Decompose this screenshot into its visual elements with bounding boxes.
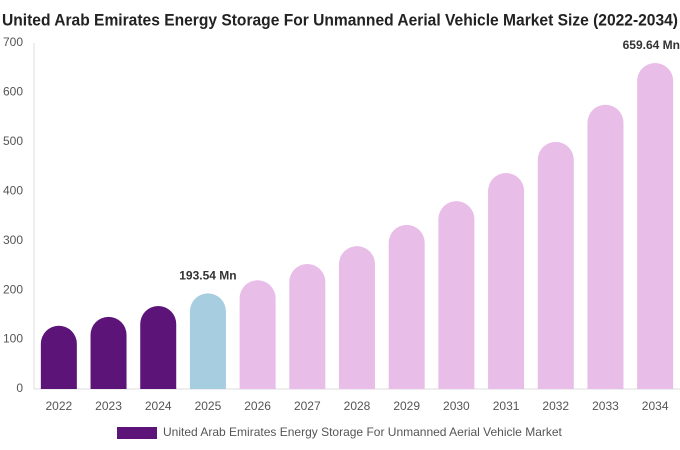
x-tick-label: 2028 [344, 399, 371, 413]
y-tick-label: 300 [3, 233, 23, 247]
y-tick-label: 500 [3, 134, 23, 148]
bar [90, 316, 127, 389]
legend-label: United Arab Emirates Energy Storage For … [163, 425, 563, 439]
bar [239, 280, 276, 389]
value-label: 193.54 Mn [179, 269, 236, 283]
x-tick-label: 2022 [45, 399, 72, 413]
bar [438, 201, 475, 389]
x-tick-label: 2030 [443, 399, 470, 413]
x-tick-label: 2025 [195, 399, 222, 413]
y-tick-label: 200 [3, 282, 23, 296]
bar [537, 141, 574, 389]
bar [587, 104, 624, 390]
x-tick-label: 2029 [393, 399, 420, 413]
x-tick-label: 2026 [244, 399, 271, 413]
value-label: 659.64 Mn [623, 38, 680, 52]
x-tick-label: 2027 [294, 399, 321, 413]
bar [140, 305, 177, 389]
y-tick-label: 600 [3, 85, 23, 99]
bar [388, 224, 425, 389]
legend-swatch [117, 427, 157, 439]
x-tick-label: 2023 [95, 399, 122, 413]
bar [289, 263, 326, 389]
x-tick-label: 2033 [592, 399, 619, 413]
x-tick-label: 2024 [145, 399, 172, 413]
y-tick-label: 700 [3, 35, 23, 49]
x-tick-label: 2031 [493, 399, 520, 413]
bar [637, 62, 674, 389]
bar [339, 246, 375, 389]
y-tick-label: 400 [3, 183, 23, 197]
bar [40, 325, 77, 389]
chart-title: United Arab Emirates Energy Storage For … [2, 10, 678, 29]
bar [189, 293, 226, 389]
x-tick-label: 2034 [642, 399, 669, 413]
x-tick-label: 2032 [542, 399, 569, 413]
bar [488, 173, 525, 389]
y-tick-label: 0 [16, 381, 23, 395]
y-tick-label: 100 [3, 332, 23, 346]
